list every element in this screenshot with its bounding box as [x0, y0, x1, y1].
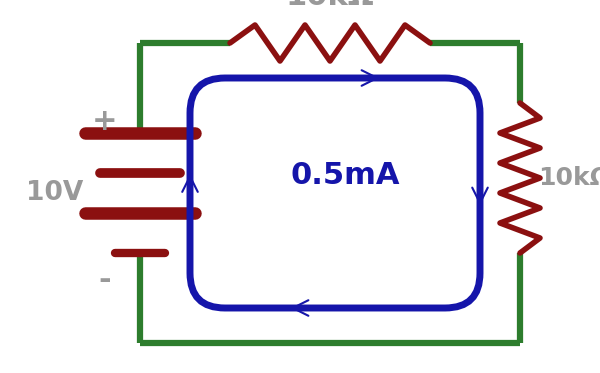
Text: -: - [98, 266, 112, 295]
Text: +: + [92, 107, 118, 135]
Text: 10kΩ: 10kΩ [538, 166, 600, 190]
Text: 0.5mA: 0.5mA [290, 160, 400, 189]
Text: 10kΩ: 10kΩ [286, 0, 374, 11]
Text: 10V: 10V [26, 180, 83, 206]
